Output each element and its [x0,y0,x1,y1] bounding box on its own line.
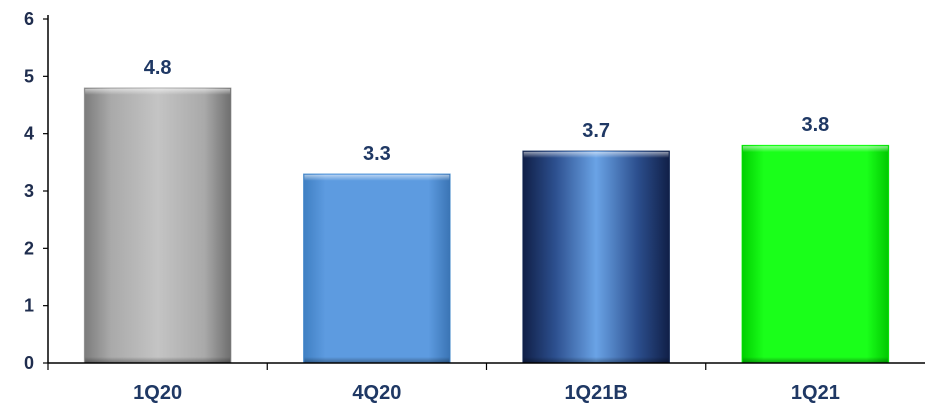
bar-body [83,87,232,364]
x-tick-label: 1Q21 [791,382,840,404]
y-tick-label: 3 [24,181,34,201]
y-tick-label: 4 [24,124,34,144]
bar-body [303,173,451,364]
y-tick-label: 1 [24,296,34,316]
bar-bevel-bottom [523,357,669,363]
data-label: 4.8 [144,57,172,79]
bar-bevel-bottom [304,357,450,363]
bar-bevel-bottom [742,357,888,363]
bar-bevel-top [85,88,231,95]
bar-bevel-top [523,151,669,158]
bars-layer [83,87,890,364]
bar-4Q20 [303,173,451,364]
data-label: 3.7 [582,120,610,142]
bar-bevel-top [304,174,450,181]
y-tick-label: 2 [24,238,34,258]
bar-bevel-bottom [85,357,231,363]
bar-bevel-top [742,146,888,153]
bar-1Q21B [522,150,670,364]
y-tick-label: 5 [24,66,34,86]
data-label: 3.3 [363,143,391,165]
bar-body [741,144,890,364]
bar-1Q20 [83,87,232,364]
bar-1Q21 [741,144,890,364]
y-tick-label: 6 [24,9,34,29]
x-tick-label: 4Q20 [352,382,401,404]
y-tick-label: 0 [24,353,34,373]
x-tick-label: 1Q20 [133,382,182,404]
bar-body [522,150,670,364]
data-label: 3.8 [801,114,829,136]
axes-layer: 0 1 2 3 4 5 6 1Q20 4Q20 1Q21B 1Q21 [24,9,925,404]
data-labels-layer: 4.8 3.3 3.7 3.8 [144,57,830,165]
x-tick-label: 1Q21B [564,382,627,404]
